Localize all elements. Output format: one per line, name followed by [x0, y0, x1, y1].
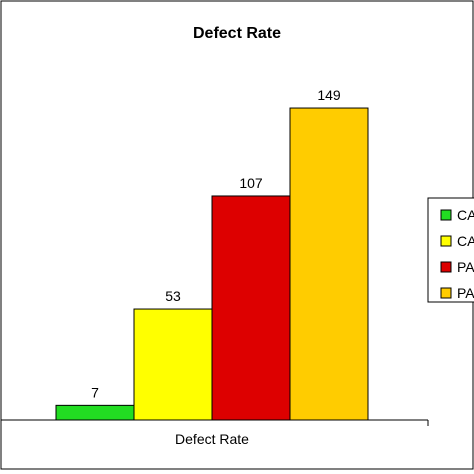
chart-title: Defect Rate	[193, 25, 281, 42]
legend-label-4: PA	[457, 285, 474, 301]
legend-label-3: PA	[457, 259, 474, 275]
legend-label-1: CA	[457, 207, 474, 223]
bar-value-label-2: 53	[165, 288, 181, 304]
bar-1	[55, 404, 135, 421]
bar-4	[289, 107, 369, 421]
legend-swatch-3	[440, 261, 452, 273]
legend-swatch-1	[440, 209, 452, 221]
bar-value-label-4: 149	[317, 87, 341, 103]
bar-value-label-1: 7	[91, 384, 99, 400]
legend-swatch-4	[440, 287, 452, 299]
bar-value-label-3: 107	[239, 175, 263, 191]
bars-group: 7 53 107 149	[55, 87, 369, 421]
bar-2	[133, 308, 213, 421]
legend: CA CA PA PA	[427, 197, 474, 303]
legend-swatch-2	[440, 235, 452, 247]
bar-3	[211, 195, 291, 421]
legend-label-2: CA	[457, 233, 474, 249]
x-category-label: Defect Rate	[175, 431, 249, 447]
